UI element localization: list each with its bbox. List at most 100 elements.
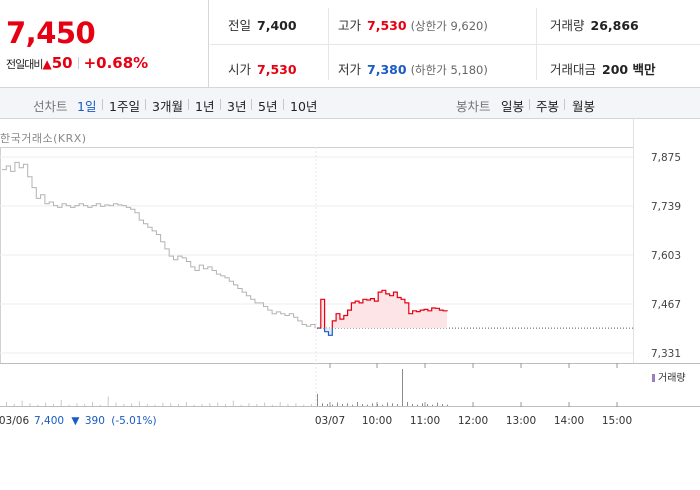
prev-day-info-text: 7,400 ▼ 390 (-5.01%) <box>34 415 157 427</box>
volume-bar <box>107 396 109 406</box>
volume-bar <box>303 404 305 406</box>
stat-value: 7,400 <box>257 18 297 33</box>
down-triangle-icon: ▼ <box>71 415 80 427</box>
divider <box>536 8 537 80</box>
volume-bar <box>357 402 358 406</box>
volume-bar <box>178 404 180 406</box>
volume-legend: 거래량 <box>658 372 686 384</box>
volume-bar <box>248 403 250 406</box>
tab-3year[interactable]: 3년 <box>227 99 247 114</box>
quote-header: 7,450 전일대비▲50 +0.68% 전일 7,400 고가 7,530 (상한가 … <box>0 0 700 88</box>
divider <box>188 99 189 110</box>
tab-daily-candle[interactable]: 일봉 <box>501 99 525 114</box>
volume-bar <box>162 402 164 406</box>
volume-bar <box>99 404 101 406</box>
x-tick-label: 03/07 <box>315 415 345 427</box>
stat-open: 시가 7,530 <box>228 59 297 78</box>
volume-bar <box>52 404 54 406</box>
volume-bar <box>115 402 117 406</box>
tab-5year[interactable]: 5년 <box>258 99 278 114</box>
chart-period-tabbar: 선차트 1일 1주일 3개월 1년 3년 5년 10년 봉차트 일봉 주봉 월봉 <box>0 88 700 119</box>
tab-3month[interactable]: 3개월 <box>152 99 183 114</box>
volume-bar <box>92 402 93 406</box>
volume-bar <box>225 404 226 406</box>
lower-limit: (하한가 5,180) <box>410 63 488 77</box>
volume-bar <box>392 403 393 406</box>
volume-bar <box>154 404 156 406</box>
stat-value: 200 백만 <box>602 62 656 77</box>
volume-bar <box>138 401 140 406</box>
volume-bar <box>337 402 338 406</box>
volume-bar <box>417 404 418 406</box>
volume-bar <box>322 403 323 406</box>
stat-label: 전일 <box>228 18 252 33</box>
tab-1day[interactable]: 1일 <box>77 99 97 114</box>
prev-day-change: 390 <box>85 415 105 427</box>
divider <box>145 99 146 110</box>
volume-bar <box>13 404 15 406</box>
stat-label: 저가 <box>338 62 362 77</box>
x-tick-label: 03/06 <box>0 415 29 427</box>
x-axis-gridlines <box>315 147 618 407</box>
up-triangle-icon: ▲ <box>42 57 52 71</box>
stat-label: 고가 <box>338 18 362 33</box>
price-series <box>2 161 448 336</box>
today-price-line-up <box>317 289 448 329</box>
prev-day-price-line <box>2 161 316 329</box>
volume-bar <box>332 404 333 406</box>
change-percent: +0.68% <box>83 54 149 72</box>
volume-bar <box>311 404 312 406</box>
prev-day-close: 7,400 <box>34 415 64 427</box>
price-box: 7,450 전일대비▲50 +0.68% <box>0 0 209 88</box>
y-tick-label: 7,467 <box>651 299 681 311</box>
stat-value: 7,530 <box>257 62 297 77</box>
prev-day-percent: (-5.01%) <box>111 415 156 427</box>
volume-bar <box>264 402 266 406</box>
volume-bar <box>427 404 428 406</box>
tab-monthly-candle[interactable]: 월봉 <box>572 99 596 114</box>
change-row: 전일대비▲50 +0.68% <box>6 54 148 72</box>
volume-bar <box>342 404 343 406</box>
volume-bar <box>185 402 187 406</box>
volume-bar <box>170 403 172 406</box>
prev-day-info: 7,400 ▼ 390 (-5.01%) <box>34 415 157 427</box>
today-loss-area <box>324 328 333 336</box>
line-chart-label: 선차트 <box>33 99 68 114</box>
volume-bar <box>37 404 39 406</box>
volume-bar <box>256 404 258 406</box>
tab-weekly-candle[interactable]: 주봉 <box>536 99 560 114</box>
volume-bar <box>287 404 289 406</box>
divider <box>564 99 565 110</box>
stat-label: 거래량 <box>550 18 585 33</box>
volume-bar <box>367 404 368 406</box>
volume-bar <box>437 402 438 406</box>
current-price: 7,450 <box>6 16 96 50</box>
tab-1week[interactable]: 1주일 <box>109 99 140 114</box>
y-tick-label: 7,875 <box>651 152 681 164</box>
stat-value: 7,530 <box>367 18 407 33</box>
stat-volume: 거래량 26,866 <box>550 15 639 34</box>
volume-bar <box>279 402 281 406</box>
volume-bar <box>29 403 31 406</box>
volume-bar <box>447 404 448 406</box>
volume-bar <box>209 403 211 406</box>
volume-bar <box>60 399 62 406</box>
volume-bar <box>327 404 328 406</box>
volume-bar <box>377 404 378 406</box>
x-tick-label: 10:00 <box>362 415 392 427</box>
tab-10year[interactable]: 10년 <box>290 99 318 114</box>
tab-1year[interactable]: 1년 <box>195 99 215 114</box>
intraday-price-chart: 7,875 7,739 7,603 7,467 7,331 03/06 03/07 10:0… <box>0 119 700 427</box>
volume-bar <box>402 369 403 406</box>
volume-bar <box>6 402 7 406</box>
stat-high: 고가 7,530 (상한가 9,620) <box>338 15 488 34</box>
y-tick-label: 7,603 <box>651 250 681 262</box>
volume-bar <box>45 402 47 406</box>
volume-bar <box>412 404 413 406</box>
stat-turnover: 거래대금 200 백만 <box>550 59 655 78</box>
change-label: 전일대비 <box>6 58 43 71</box>
volume-bar <box>372 403 373 406</box>
volume-bar <box>352 404 353 406</box>
divider <box>220 99 221 110</box>
volume-bar <box>295 403 297 406</box>
